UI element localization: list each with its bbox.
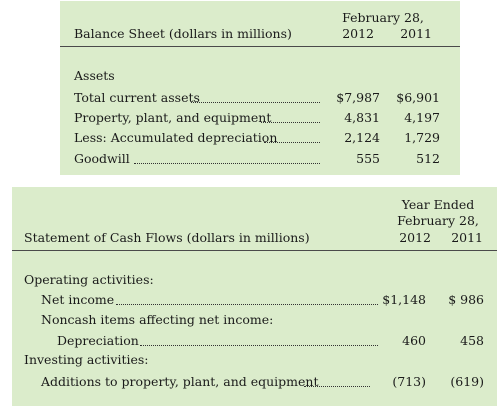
bs-row-leader: [134, 163, 320, 164]
bs-title: Balance Sheet (dollars in millions): [74, 26, 292, 41]
bs-row-2011: 4,197: [404, 110, 440, 125]
bs-period-label: February 28,: [342, 10, 424, 25]
cf-operating-header: Operating activities:: [24, 272, 154, 287]
bs-row-2011: 1,729: [404, 130, 440, 145]
cf-title: Statement of Cash Flows (dollars in mill…: [24, 230, 310, 245]
bs-row-leader: [261, 122, 320, 123]
cf-net-income-label: Net income: [41, 292, 115, 307]
cf-net-income-leader: [116, 304, 378, 305]
bs-row-label: Less: Accumulated depreciation: [74, 130, 278, 145]
bs-row-label: Property, plant, and equipment: [74, 110, 272, 125]
cf-investing-header: Investing activities:: [24, 352, 149, 367]
cf-additions-2012: (713): [392, 374, 426, 389]
bs-header-rule: [60, 46, 460, 47]
bs-row-leader: [264, 142, 320, 143]
cf-period-line2: February 28,: [397, 213, 479, 228]
cf-additions-2011: (619): [450, 374, 484, 389]
bs-row-2011: $6,901: [396, 90, 440, 105]
cf-depreciation-2011: 458: [460, 333, 484, 348]
cf-year-2011: 2011: [451, 230, 483, 245]
cf-header-rule: [12, 250, 497, 251]
bs-row-2011: 512: [416, 151, 440, 166]
bs-row-label: Goodwill: [74, 151, 130, 166]
balance-sheet-panel: February 28, Balance Sheet (dollars in m…: [60, 1, 460, 175]
cf-depreciation-label: Depreciation: [57, 333, 139, 348]
bs-year-2011: 2011: [400, 26, 432, 41]
cf-noncash-header: Noncash items affecting net income:: [41, 312, 274, 327]
cf-net-income-2012: $1,148: [382, 292, 426, 307]
cf-depreciation-leader: [140, 345, 378, 346]
bs-row-label: Total current assets: [74, 90, 200, 105]
cash-flows-panel: Year Ended February 28, Statement of Cas…: [12, 187, 497, 406]
cf-net-income-2011: $ 986: [448, 292, 484, 307]
cf-depreciation-2012: 460: [402, 333, 426, 348]
bs-year-2012: 2012: [342, 26, 374, 41]
bs-row-2012: 2,124: [344, 130, 380, 145]
bs-row-leader: [191, 102, 320, 103]
bs-row-2012: 4,831: [344, 110, 380, 125]
cf-period-line1: Year Ended: [401, 197, 475, 212]
bs-row-2012: 555: [356, 151, 380, 166]
bs-row-2012: $7,987: [336, 90, 380, 105]
bs-section-assets: Assets: [74, 68, 115, 83]
cf-additions-leader: [304, 386, 370, 387]
cf-additions-label: Additions to property, plant, and equipm…: [41, 374, 319, 389]
cf-year-2012: 2012: [399, 230, 431, 245]
